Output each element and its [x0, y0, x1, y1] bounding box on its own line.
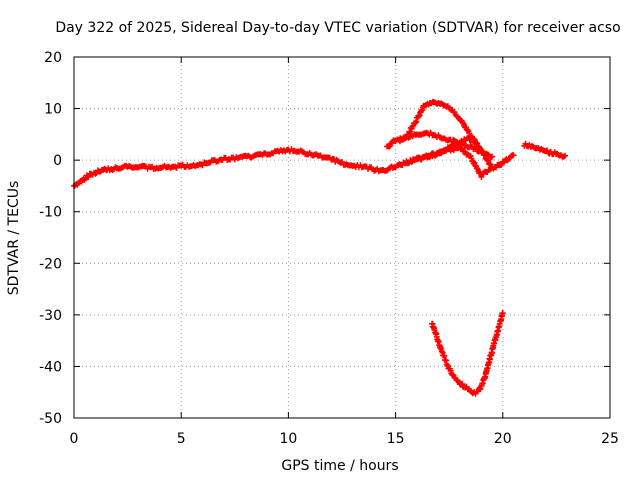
y-tick-label: -50: [39, 411, 62, 427]
x-tick-label: 10: [279, 431, 297, 447]
y-tick-label: 20: [44, 50, 62, 66]
x-axis-label: GPS time / hours: [281, 458, 398, 474]
data-point-markers: [403, 134, 481, 167]
series-dip: [429, 310, 506, 397]
y-axis-label: SDTVAR / TECUs: [6, 181, 22, 296]
data-marks: [71, 99, 568, 397]
chart-title: Day 322 of 2025, Sidereal Day-to-day VTE…: [55, 20, 620, 36]
x-tick-label: 20: [494, 431, 512, 447]
y-tick-label: -10: [39, 205, 62, 221]
x-tick-label: 25: [601, 431, 619, 447]
x-tick-label: 0: [70, 431, 79, 447]
x-tick-label: 15: [387, 431, 405, 447]
series-late-segment: [521, 140, 568, 160]
data-point-markers: [521, 140, 568, 160]
axes: 0 5 10 15 20 25 20 10 0 -10 -20 -30 -40 -50: [39, 50, 619, 447]
plot-frame: [73, 56, 611, 419]
y-tick-label: 10: [44, 102, 62, 118]
series-lower-arc: [403, 134, 481, 167]
y-tick-label: -40: [39, 359, 62, 375]
series-main-trace: [71, 144, 517, 189]
data-point-markers: [71, 144, 517, 189]
y-tick-label: -20: [39, 256, 62, 272]
gridlines: [74, 57, 610, 418]
data-point-markers: [396, 129, 496, 161]
y-tick-label: -30: [39, 308, 62, 324]
series-middle-arc: [396, 129, 496, 161]
x-tick-label: 5: [177, 431, 186, 447]
y-tick-label: 0: [53, 153, 62, 169]
data-point-markers: [429, 310, 506, 397]
